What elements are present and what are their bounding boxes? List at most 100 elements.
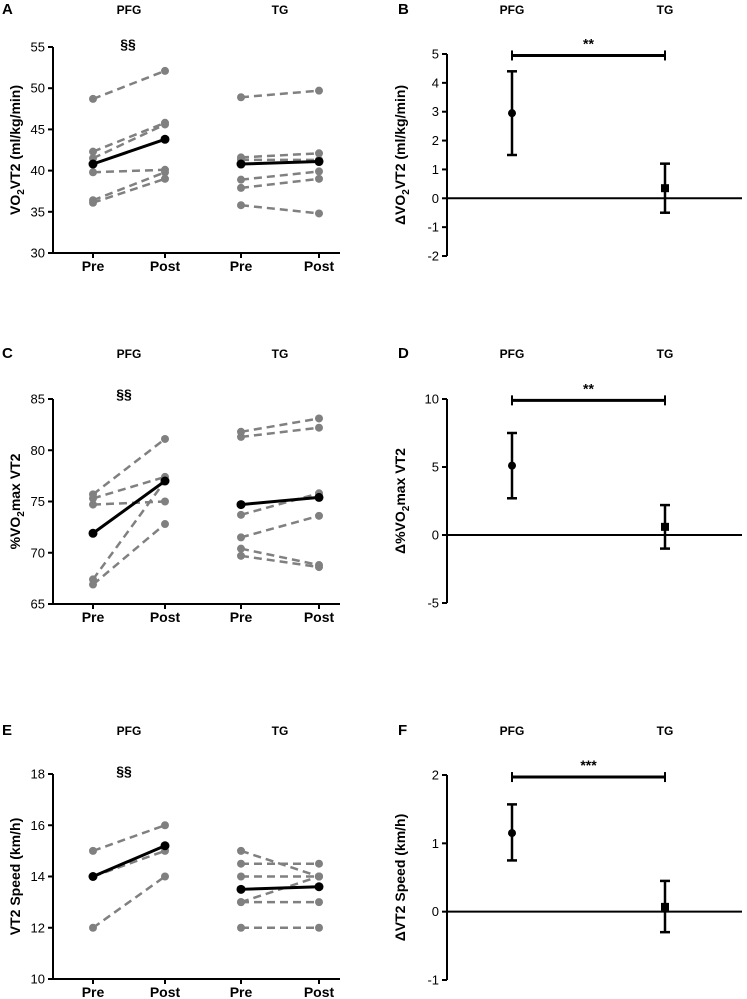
panel-c-annotation: §§ — [116, 386, 132, 402]
panel-e-individual-point — [315, 923, 323, 932]
panel-a-mean-point — [314, 157, 324, 167]
panel-f-mean-marker — [508, 829, 516, 838]
panel-a-annotation: §§ — [120, 36, 136, 52]
panel-e-y-tick-label: 14 — [31, 869, 45, 884]
panel-c-group-label-pfg: PFG — [117, 347, 142, 361]
panel-a-mean-point — [160, 134, 170, 144]
panel-e-y-tick-label: 10 — [31, 972, 45, 987]
panel-b-category-label: PFG — [500, 3, 525, 17]
panel-f-letter: F — [398, 722, 407, 739]
panel-c-individual-point — [237, 510, 245, 519]
panel-e-group-label-tg: TG — [272, 724, 289, 738]
panel-c-individual-point — [237, 551, 245, 560]
panel-e-y-tick-label: 12 — [31, 920, 45, 935]
panel-a-individual-point — [161, 174, 169, 183]
panel-c-y-tick-label: 70 — [31, 545, 45, 560]
panel-e-individual-point — [315, 898, 323, 907]
panel-e-x-label: Post — [304, 984, 335, 999]
panel-a-y-tick-label: 50 — [31, 81, 45, 96]
panel-b-y-tick-label: 3 — [432, 104, 439, 119]
panel-d-letter: D — [398, 345, 409, 362]
panel-a-individual-point — [89, 147, 97, 156]
panel-c-individual-point — [89, 494, 97, 503]
panel-a-individual-line — [92, 171, 166, 202]
panel-d-mean-marker — [661, 522, 669, 531]
panel-a-individual-line — [240, 203, 320, 215]
panel-a-ylabel: VO2VT2 (ml/kg/min) — [7, 85, 27, 215]
panel-f-category-label: PFG — [500, 724, 525, 738]
panel-a-individual-line — [92, 69, 166, 101]
panel-c-individual-line — [92, 523, 166, 586]
panel-e-individual-line — [92, 824, 166, 853]
panel-c-individual-point — [161, 497, 169, 506]
panel-a-y-tick-label: 35 — [31, 204, 45, 219]
panel-c-individual-line — [240, 554, 320, 569]
panel-c-x-label: Post — [150, 609, 181, 625]
panel-a-individual-point — [237, 183, 245, 192]
panel-c-individual-line — [240, 547, 320, 567]
panel-c-individual-line — [91, 480, 167, 581]
panel-e-y-tick-label: 16 — [31, 818, 45, 833]
panel-d-y-tick-label: 10 — [425, 392, 439, 407]
panel-a-individual-line — [92, 121, 166, 153]
panel-a-individual-line — [92, 168, 166, 174]
panel-d-y-tick-label: -5 — [427, 596, 439, 611]
panel-a-individual-point — [315, 86, 323, 95]
panel-f-y-tick-label: 0 — [432, 904, 439, 919]
panel-e-mean-point — [314, 882, 324, 892]
panel-c-individual-point — [315, 511, 323, 520]
panel-e-mean-point — [236, 884, 246, 894]
panel-c-mean-point — [88, 528, 98, 538]
panel-e-individual-line — [92, 875, 166, 929]
panel-e-individual-point — [89, 923, 97, 932]
panel-e-mean-line — [92, 844, 166, 878]
panel-c-individual-point — [161, 520, 169, 529]
panel-e-y-tick-label: 18 — [31, 767, 45, 782]
panel-c-y-tick-label: 80 — [31, 443, 45, 458]
panel-e-individual-point — [315, 872, 323, 881]
panel-c-individual-point — [89, 580, 97, 589]
panel-c-ylabel: %VO2max VT2 — [7, 453, 27, 549]
panel-d-sig-label: ** — [583, 380, 594, 396]
panel-e-x-label: Pre — [230, 984, 253, 999]
panel-a: A 30 35 40 45 50 55 Pre Post Pre Post PFG TG §§ — [2, 1, 340, 274]
panel-c-mean-line — [92, 479, 166, 535]
panel-a-individual-point — [237, 201, 245, 210]
panel-a-individual-point — [161, 168, 169, 177]
panel-b-y-tick-label: -2 — [427, 249, 439, 264]
panel-c-y-tick-label: 85 — [31, 392, 45, 407]
panel-a-individual-point — [89, 94, 97, 103]
panel-a-x-label: Post — [150, 258, 181, 274]
panel-b-category-label: TG — [657, 3, 674, 17]
panel-e-x-label: Pre — [82, 984, 105, 999]
panel-a-individual-line — [240, 89, 320, 99]
panel-c-mean-line — [240, 495, 320, 507]
panel-b-sig-label: ** — [583, 35, 594, 51]
panel-a-individual-line — [92, 177, 166, 204]
panel-c: C 65 70 75 80 85 Pre Post Pre Post PFG TG §§ — [2, 345, 340, 625]
panel-c-y-tick-label: 65 — [31, 597, 45, 612]
panel-a-mean-line — [92, 137, 166, 166]
panel-a-individual-point — [315, 149, 323, 158]
panel-c-mean-point — [160, 476, 170, 486]
panel-f-y-tick-label: 2 — [432, 768, 439, 783]
panel-a-individual-point — [89, 198, 97, 207]
panel-a-individual-line — [240, 152, 320, 159]
panel-e-individual-point — [161, 872, 169, 881]
panel-f-ylabel: ΔVT2 Speed (km/h) — [392, 814, 408, 942]
panel-f-mean-marker — [661, 902, 669, 911]
panel-f-y-tick-label: -1 — [427, 973, 439, 988]
panel-b-y-tick-label: 2 — [432, 133, 439, 148]
panel-c-individual-point — [315, 414, 323, 423]
panel-a-mean-point — [88, 159, 98, 169]
panel-e-individual-point — [237, 872, 245, 881]
panel-a-mean-point — [236, 159, 246, 169]
panel-a-y-tick-label: 30 — [31, 246, 45, 261]
panel-a-y-tick-label: 40 — [31, 163, 45, 178]
panel-c-individual-point — [237, 544, 245, 553]
panel-b-y-tick-label: 0 — [432, 191, 439, 206]
panel-d-y-tick-label: 5 — [432, 460, 439, 475]
panel-a-individual-point — [89, 168, 97, 177]
panel-a-x-label: Pre — [230, 258, 253, 274]
panel-d-ylabel: Δ%VO2max VT2 — [392, 448, 412, 554]
